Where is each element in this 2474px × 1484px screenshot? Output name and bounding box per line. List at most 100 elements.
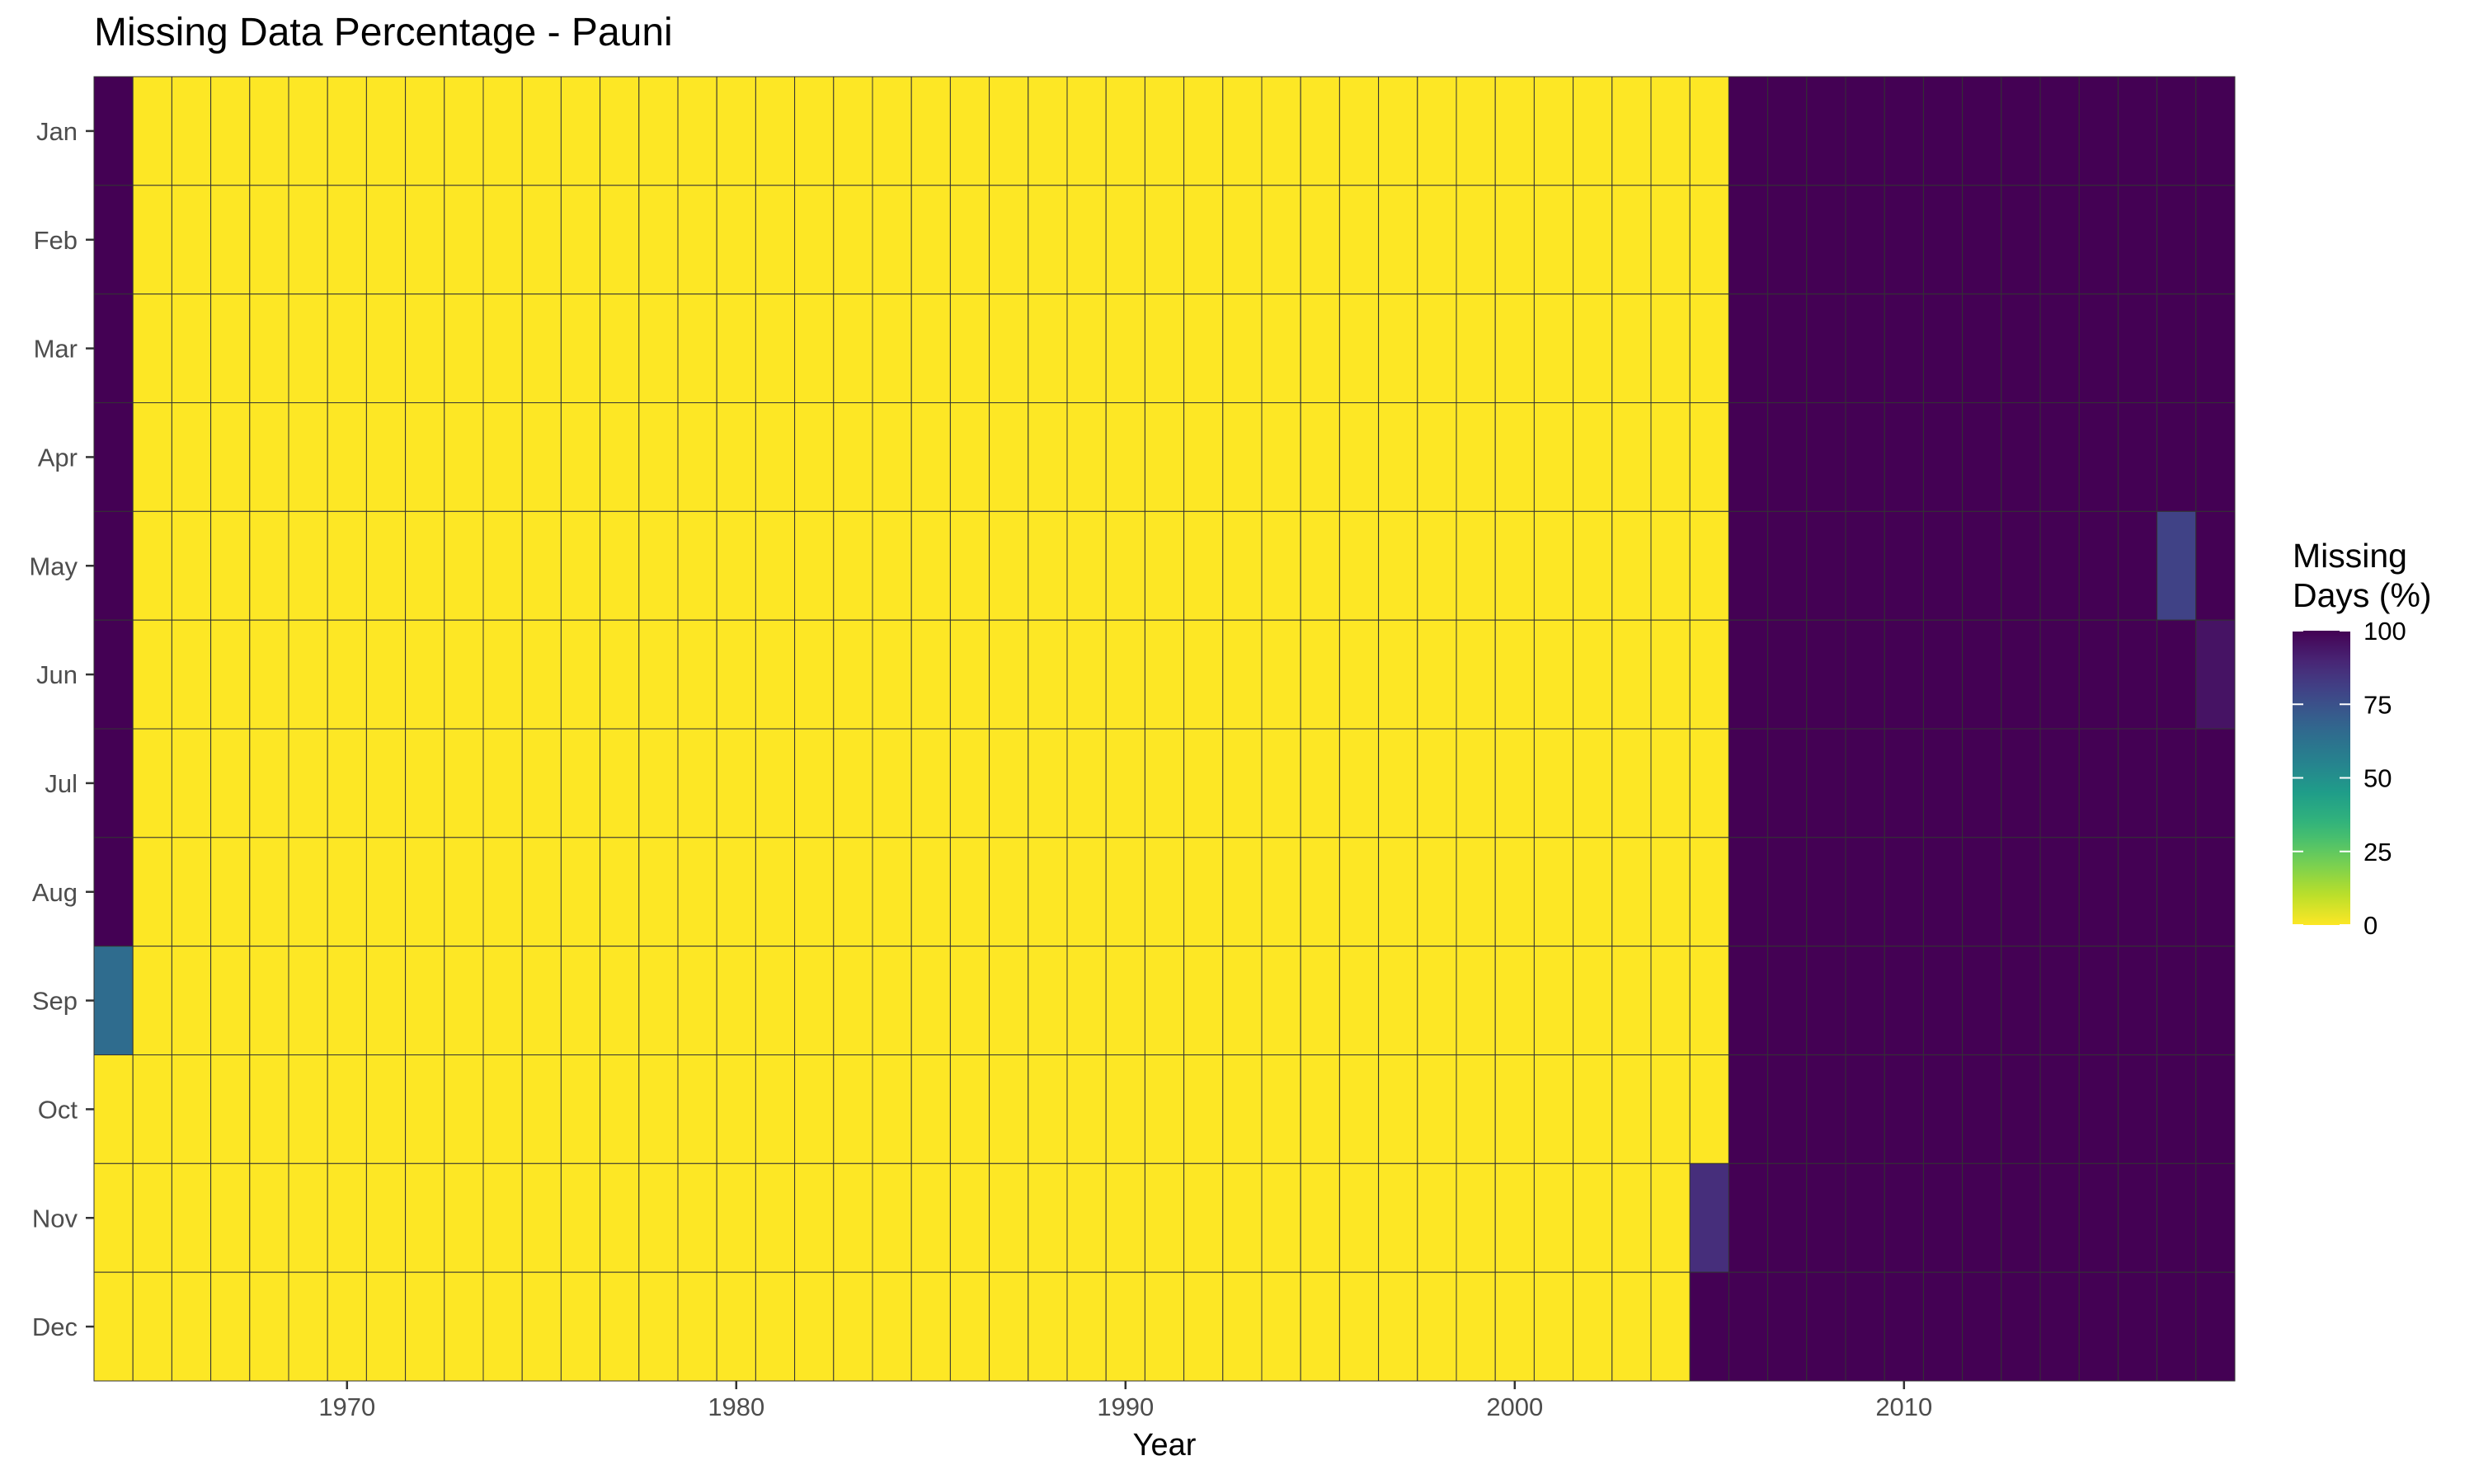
heatmap-cell [482,76,523,186]
heatmap-cell [1144,1054,1185,1164]
heatmap-cell [1456,837,1496,947]
heatmap-cell [1533,294,1574,403]
heatmap-cell [1417,1271,1457,1382]
heatmap-cell [1922,402,1964,512]
heatmap-cell [638,946,679,1055]
heatmap-cell [1222,1271,1263,1382]
heatmap-cell [1922,619,1964,730]
heatmap-cell [444,76,484,186]
heatmap-cell [1028,946,1068,1055]
heatmap-cell [1222,837,1263,947]
heatmap-cell [1884,837,1924,947]
heatmap-cell [560,1162,601,1273]
heatmap-cell [1650,185,1691,295]
heatmap-cell [1494,837,1535,947]
heatmap-cell [132,185,172,295]
x-tick-label: 2000 [1486,1392,1543,1421]
heatmap-cell [1689,728,1729,838]
heatmap-cell [405,728,445,838]
heatmap-cell [1573,510,1613,621]
heatmap-cell [1494,1054,1535,1164]
heatmap-cell [1105,1054,1145,1164]
heatmap-cell [93,185,134,295]
heatmap-cell [1456,76,1496,186]
heatmap-cell [1066,728,1107,838]
heatmap-cell [482,837,523,947]
y-tick-label: Dec [32,1313,78,1341]
heatmap-cell [1533,510,1574,621]
heatmap-cell [1728,185,1769,295]
heatmap-cell [1611,185,1652,295]
heatmap-cell [521,402,562,512]
heatmap-cell [949,1054,990,1164]
heatmap-cell [1611,946,1652,1055]
heatmap-cell [1650,294,1691,403]
heatmap-cell [1573,185,1613,295]
heatmap-cell [1183,76,1224,186]
heatmap-cell [521,619,562,730]
heatmap-cell [989,837,1029,947]
heatmap-cell [2039,76,2080,186]
heatmap-cell [1300,76,1340,186]
heatmap-cell [1962,619,2002,730]
heatmap-cell [365,294,407,403]
heatmap-cell [1611,1162,1652,1273]
heatmap-cell [794,728,835,838]
heatmap-cell [755,510,796,621]
heatmap-cell [405,837,445,947]
heatmap-cell [327,185,367,295]
heatmap-cell [288,402,328,512]
heatmap-cell [1884,619,1924,730]
heatmap-cell [1884,1054,1924,1164]
heatmap-cell [1884,76,1924,186]
heatmap-cell [2001,728,2041,838]
heatmap-cell [327,1271,367,1382]
heatmap-cell [1962,402,2002,512]
heatmap-cell [2039,1054,2080,1164]
heatmap-cell [677,619,717,730]
heatmap-cell [288,185,328,295]
heatmap-cell [288,837,328,947]
heatmap-cell [677,946,717,1055]
heatmap-cell [794,946,835,1055]
heatmap-cell [989,1271,1029,1382]
heatmap-cell [989,76,1029,186]
heatmap-cell [2117,1054,2158,1164]
heatmap-cell [2195,837,2236,947]
heatmap-cell [1689,619,1729,730]
heatmap-cell [327,402,367,512]
heatmap-cell [1767,1162,1808,1273]
legend-label: 25 [2363,838,2392,866]
heatmap-cell [249,1162,289,1273]
legend-label: 50 [2363,764,2392,793]
heatmap-cell [638,619,679,730]
heatmap-cell [1417,619,1457,730]
heatmap-cell [1417,728,1457,838]
y-tick-label: Apr [38,443,78,472]
heatmap-cell [1689,185,1729,295]
heatmap-cell [2157,946,2197,1055]
heatmap-cell [171,294,212,403]
heatmap-cell [1845,946,1885,1055]
heatmap-cell [93,619,134,730]
heatmap-cell [1494,728,1535,838]
heatmap-cell [93,402,134,512]
heatmap-cell [1611,76,1652,186]
heatmap-cell [1378,1162,1418,1273]
heatmap-cell [1105,1162,1145,1273]
x-axis-title: Year [1133,1428,1197,1463]
heatmap-cell [1533,1271,1574,1382]
heatmap-cell [1611,510,1652,621]
heatmap-cell [1378,1054,1418,1164]
heatmap-cell [1689,402,1729,512]
heatmap-cell [755,837,796,947]
heatmap-cell [1066,185,1107,295]
heatmap-cell [677,837,717,947]
heatmap-cell [794,402,835,512]
heatmap-cell [1533,728,1574,838]
heatmap-cell [1300,402,1340,512]
heatmap-cell [2039,402,2080,512]
heatmap-cell [1884,185,1924,295]
heatmap-cell [1689,1271,1729,1382]
heatmap-cell [1105,294,1145,403]
